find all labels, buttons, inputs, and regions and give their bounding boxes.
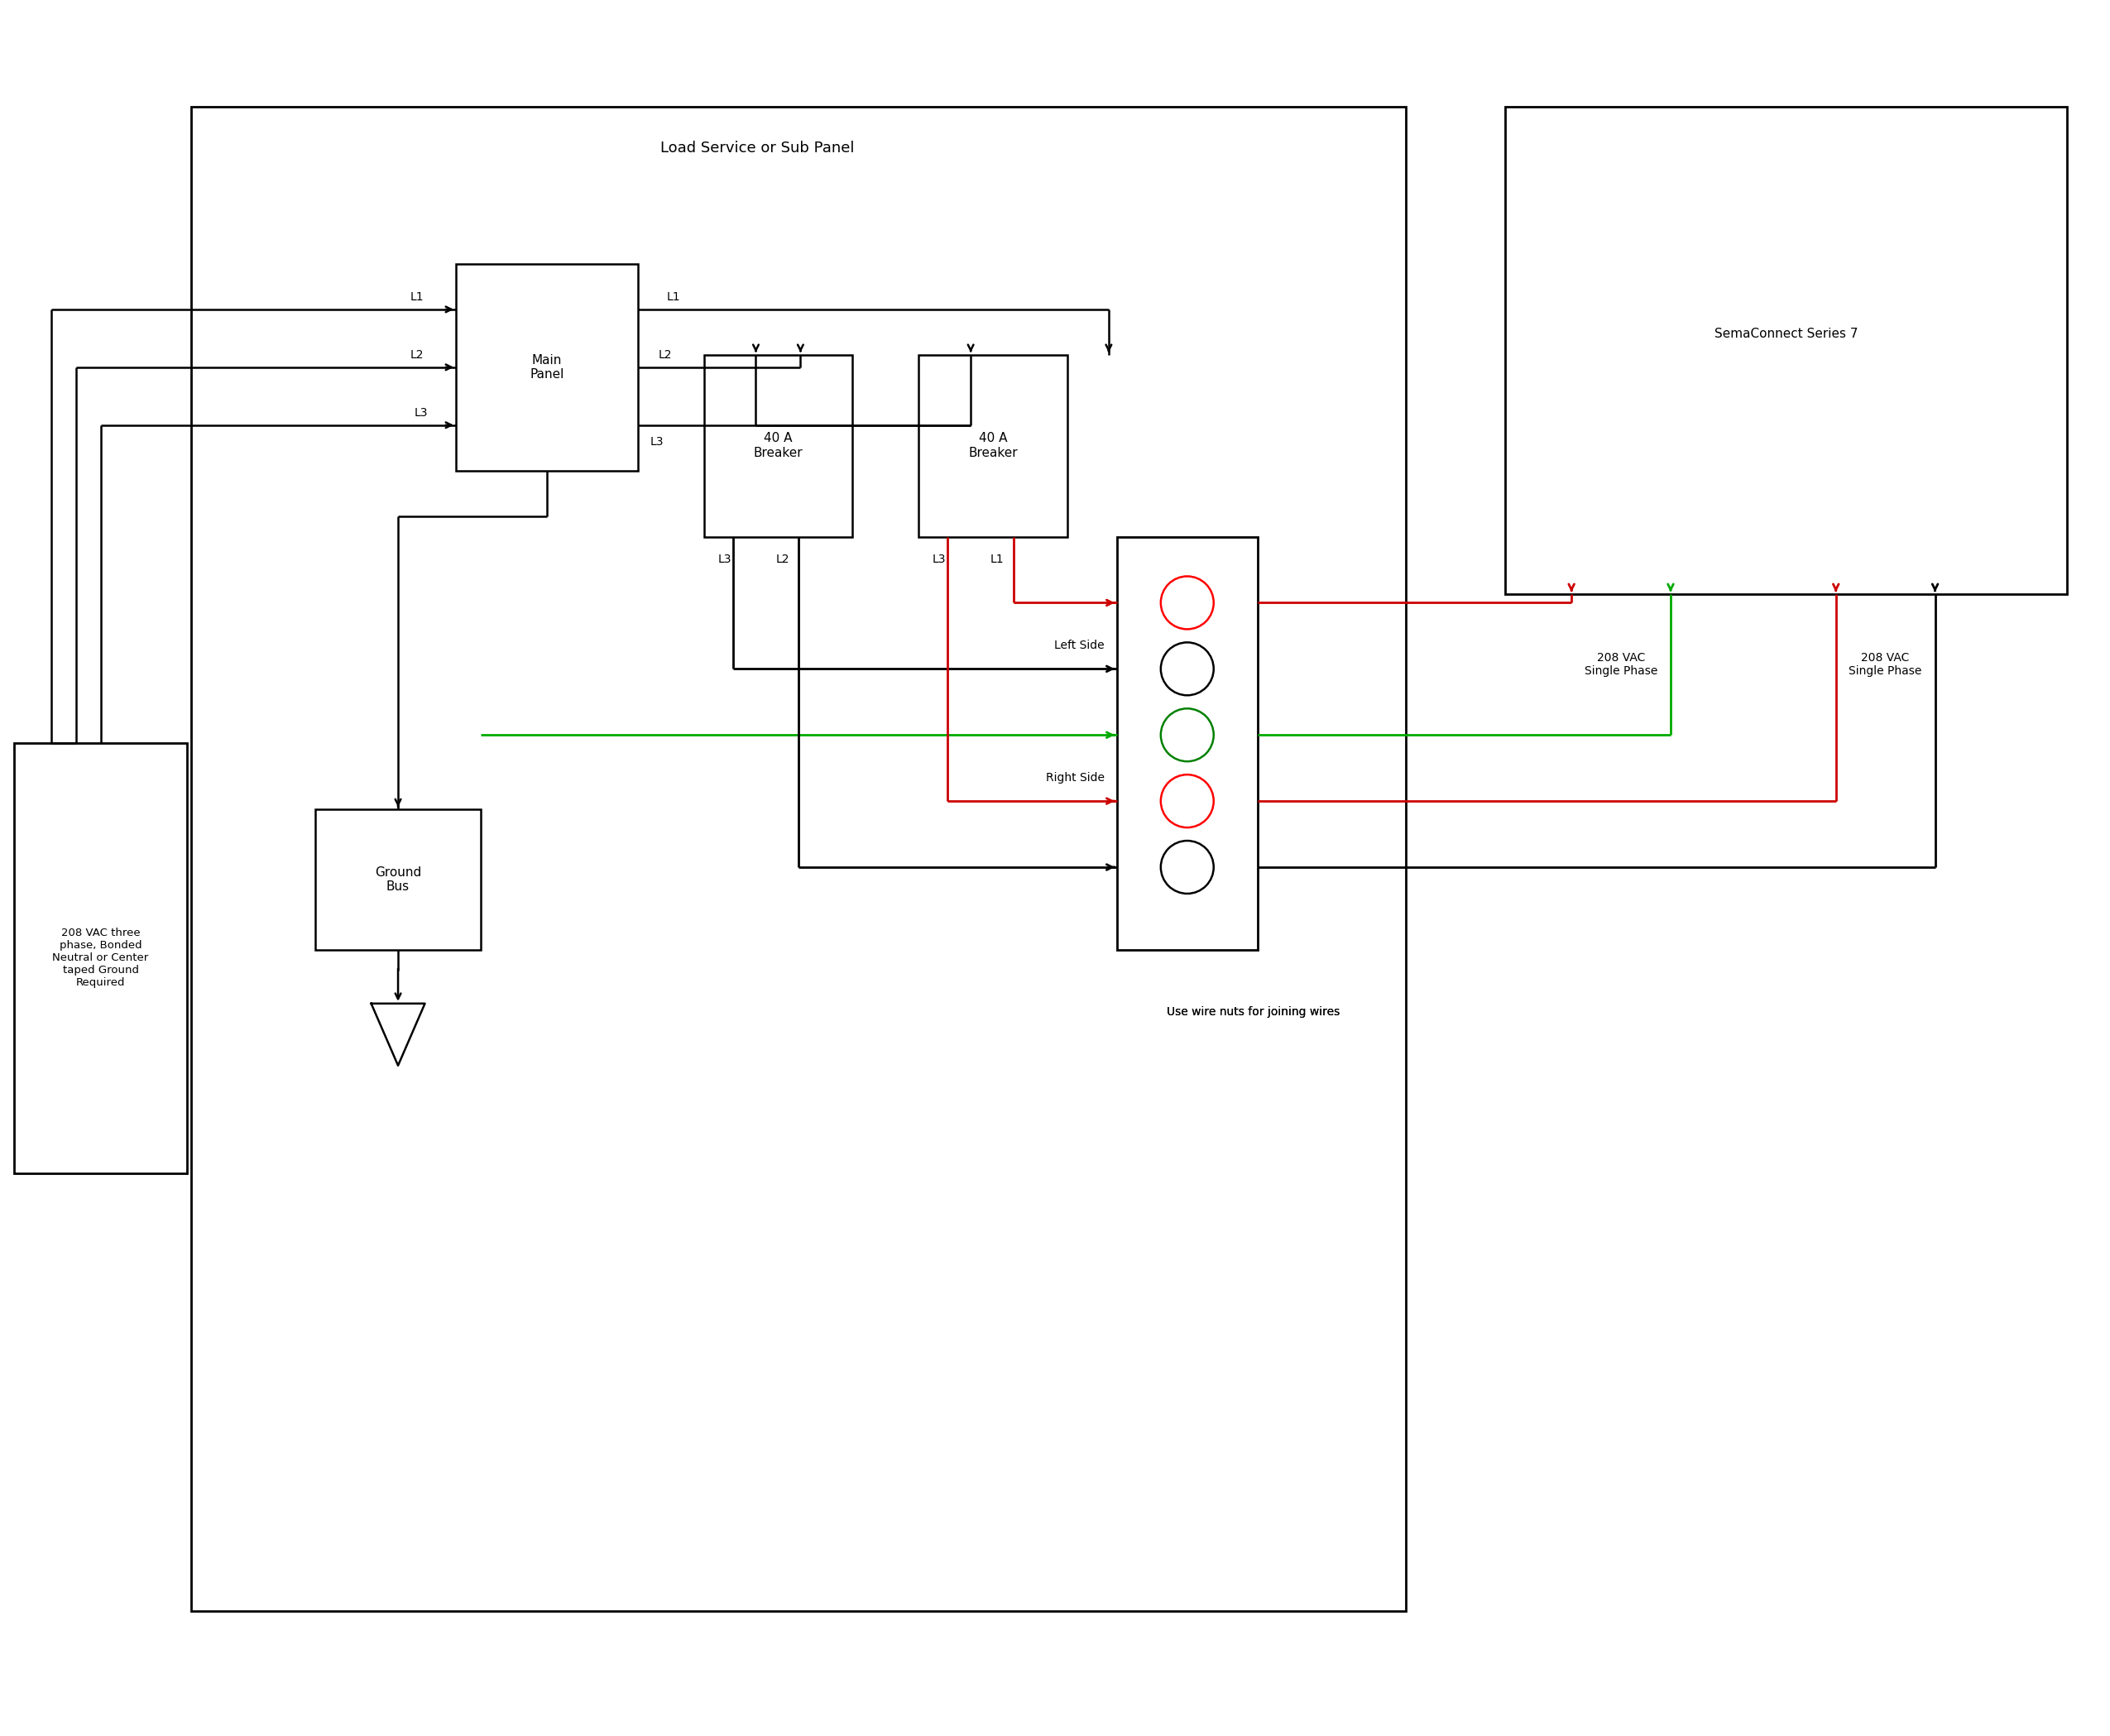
Text: 40 A
Breaker: 40 A Breaker xyxy=(753,432,802,458)
Text: Ground
Bus: Ground Bus xyxy=(376,866,422,892)
Bar xyxy=(192,108,1405,1611)
Circle shape xyxy=(1160,576,1213,628)
Text: L2: L2 xyxy=(776,554,789,566)
Text: Use wire nuts for joining wires: Use wire nuts for joining wires xyxy=(1167,1005,1340,1017)
Text: L3: L3 xyxy=(717,554,732,566)
Bar xyxy=(705,354,852,536)
Text: L2: L2 xyxy=(411,349,424,361)
Text: L1: L1 xyxy=(667,292,679,302)
Bar xyxy=(456,264,637,470)
Bar xyxy=(15,743,188,1174)
Text: Right Side: Right Side xyxy=(1047,773,1104,783)
Circle shape xyxy=(1160,840,1213,894)
Bar xyxy=(314,809,481,950)
Text: 208 VAC three
phase, Bonded
Neutral or Center
taped Ground
Required: 208 VAC three phase, Bonded Neutral or C… xyxy=(53,927,148,988)
Text: L3: L3 xyxy=(650,436,665,448)
Bar xyxy=(918,354,1068,536)
Text: Main
Panel: Main Panel xyxy=(530,354,563,380)
Text: Load Service or Sub Panel: Load Service or Sub Panel xyxy=(660,141,855,156)
Bar xyxy=(1116,536,1258,950)
Text: 40 A
Breaker: 40 A Breaker xyxy=(968,432,1017,458)
Text: L2: L2 xyxy=(658,349,671,361)
Text: 208 VAC
Single Phase: 208 VAC Single Phase xyxy=(1848,653,1922,677)
Text: L3: L3 xyxy=(933,554,945,566)
Bar xyxy=(1504,108,2068,594)
Circle shape xyxy=(1160,642,1213,696)
Circle shape xyxy=(1160,708,1213,762)
Text: SemaConnect Series 7: SemaConnect Series 7 xyxy=(1715,328,1859,340)
Circle shape xyxy=(1160,774,1213,828)
Text: L1: L1 xyxy=(990,554,1004,566)
Text: 208 VAC
Single Phase: 208 VAC Single Phase xyxy=(1585,653,1658,677)
Text: Use wire nuts for joining wires: Use wire nuts for joining wires xyxy=(1167,1005,1340,1017)
Text: Left Side: Left Side xyxy=(1055,641,1104,651)
Text: L1: L1 xyxy=(411,292,424,302)
Text: L3: L3 xyxy=(414,406,428,418)
